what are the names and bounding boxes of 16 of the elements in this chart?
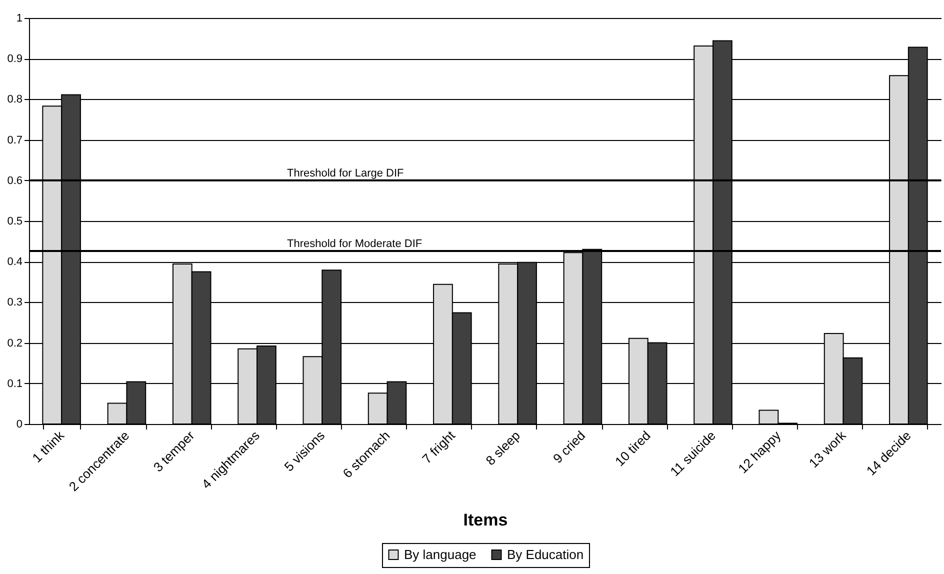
y-tick-label: 0.5 bbox=[7, 216, 22, 228]
y-tick-label: 0 bbox=[16, 418, 22, 430]
y-tick-label: 0.9 bbox=[7, 53, 22, 66]
y-tick-label: 0.7 bbox=[7, 134, 22, 146]
y-tick-label: 0.3 bbox=[7, 296, 22, 309]
y-tick-label: 1 bbox=[16, 12, 22, 24]
y-tick-label: 0.2 bbox=[7, 337, 22, 350]
legend-label: By language bbox=[404, 546, 476, 562]
ref-line-label: Threshold for Large DIF bbox=[287, 167, 404, 180]
x-axis-title: Items bbox=[463, 510, 508, 530]
y-tick-label: 0.1 bbox=[7, 378, 22, 390]
ref-line-label: Threshold for Moderate DIF bbox=[287, 238, 422, 250]
y-tick-label: 0.6 bbox=[7, 174, 22, 187]
y-tick-label: 0.8 bbox=[7, 94, 22, 106]
y-tick-label: 0.4 bbox=[7, 256, 22, 268]
legend-label: By Education bbox=[507, 546, 584, 562]
